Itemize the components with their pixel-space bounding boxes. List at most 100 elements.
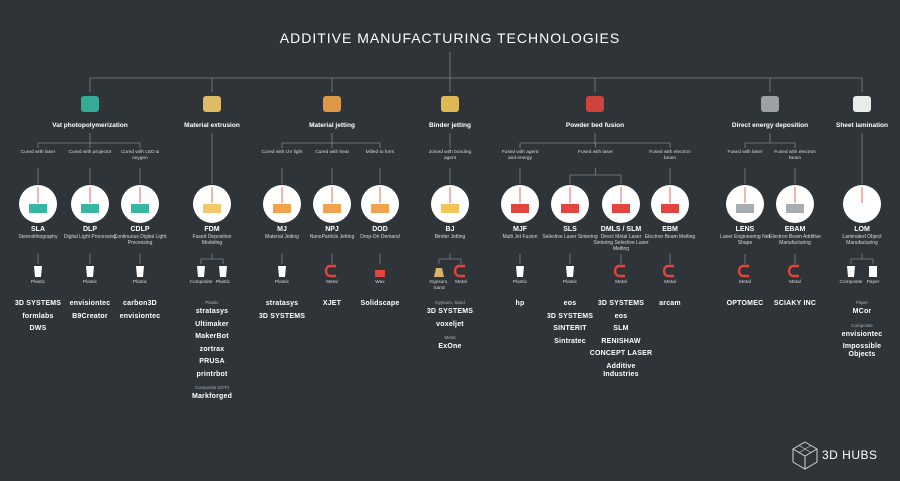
- brand: ExOne: [438, 343, 462, 350]
- process-name: Drop-On Demand: [360, 234, 400, 240]
- material-label: Gypsum, Sand: [429, 280, 449, 291]
- material-label: Wax: [375, 280, 385, 285]
- material-label: Metal: [789, 280, 801, 285]
- material-label: Metal: [615, 280, 627, 285]
- process-name: Digital Light Processing: [63, 234, 117, 240]
- method-note: Fused with electron beam: [649, 150, 691, 161]
- method-note: Cured with UV light: [261, 150, 303, 155]
- category-name: Direct energy deposition: [731, 122, 809, 129]
- material-icon: [613, 264, 625, 278]
- brand: 3D SYSTEMS: [597, 300, 645, 307]
- process-abbr: SLA: [31, 226, 45, 233]
- material-icon: [847, 266, 855, 277]
- category-name: Material extrusion: [184, 122, 240, 129]
- brand: eos: [563, 300, 577, 307]
- brand: 3D SYSTEMS: [426, 308, 474, 315]
- brand: PRUSA: [199, 358, 225, 365]
- brand-group-label: Metal: [444, 335, 456, 340]
- brand: formlabs: [22, 312, 54, 320]
- material-label: Plastic: [274, 280, 290, 285]
- brand: stratasys: [195, 308, 229, 315]
- brand: arcam: [659, 300, 681, 307]
- brand: 3D SYSTEMS: [14, 300, 62, 307]
- category-icon: [81, 96, 99, 112]
- category-icon: [203, 96, 221, 112]
- brand: eos: [614, 312, 628, 320]
- category-icon: [323, 96, 341, 112]
- brand: SLM: [613, 325, 629, 332]
- method-note: Fused with laser: [727, 150, 763, 155]
- brand: DWS: [29, 325, 47, 332]
- brand: envisiontec: [69, 300, 111, 307]
- material-icon: [375, 270, 385, 277]
- process-name: Direct Metal Laser Sintering Selective L…: [593, 234, 649, 252]
- process-name: Binder Jetting: [434, 234, 466, 240]
- material-icon: [278, 266, 286, 277]
- brand: stratasys: [265, 300, 299, 307]
- process-name: Laser Engineering Net Shape: [720, 234, 770, 246]
- method-note: Cured with projector: [68, 150, 112, 155]
- brand: SINTERIT: [553, 325, 587, 332]
- brand: 3D SYSTEMS: [546, 312, 594, 320]
- method-note: Fused with electron beam: [774, 150, 816, 161]
- material-icon: [34, 266, 42, 277]
- brand: XJET: [322, 300, 342, 307]
- material-label: Metal: [739, 280, 751, 285]
- process-abbr: CDLP: [130, 226, 150, 233]
- brand-group-label: Gypsum, Sand: [435, 300, 465, 305]
- process-abbr: LOM: [854, 226, 870, 233]
- brand: B9Creator: [72, 312, 108, 320]
- process-abbr: BJ: [445, 226, 455, 233]
- process-name: Fused Deposition Modeling: [192, 234, 232, 246]
- material-label: Paper: [866, 280, 880, 285]
- category-name: Powder bed fusion: [565, 122, 625, 129]
- process-name: Stereolithography: [18, 234, 58, 240]
- process-icon-detail: [131, 204, 149, 213]
- method-note: Fused with laser: [578, 150, 613, 155]
- process-abbr: LENS: [735, 226, 755, 233]
- material-label: Plastic: [562, 280, 578, 285]
- material-label: Composite: [839, 280, 863, 285]
- process-abbr: DLP: [83, 226, 97, 233]
- material-icon: [219, 266, 227, 277]
- brand: MCor: [852, 308, 872, 315]
- process-abbr: DOD: [372, 226, 388, 233]
- category-icon: [586, 96, 604, 112]
- process-icon-detail: [786, 204, 804, 213]
- brand: Additive Industries: [603, 362, 639, 378]
- material-label: Plastic: [82, 280, 98, 285]
- category-icon: [761, 96, 779, 112]
- process-icon-detail: [441, 204, 459, 213]
- brand-group-label: Composite: [851, 322, 873, 328]
- material-label: Metal: [326, 280, 338, 285]
- material-label: Plastic: [132, 280, 148, 285]
- brand: SCIAKY INC: [773, 300, 817, 307]
- material-icon: [453, 264, 465, 278]
- brand: Sintratec: [554, 337, 586, 345]
- brand: envisiontec: [841, 330, 883, 338]
- brand: MakerBot: [195, 333, 229, 340]
- title: ADDITIVE MANUFACTURING TECHNOLOGIES: [279, 30, 621, 46]
- brand: RENISHAW: [601, 337, 641, 345]
- process-name: NanoParticle Jetting: [309, 234, 355, 240]
- process-name: Continuous Digital Light Processing: [113, 234, 167, 246]
- method-note: Cured with heat: [315, 150, 349, 155]
- brand: zortrax: [199, 345, 225, 353]
- process-abbr: MJF: [513, 226, 527, 233]
- method-note: Joined with bonding agent: [428, 150, 472, 161]
- material-icon: [136, 266, 144, 277]
- process-abbr: MJ: [277, 226, 287, 233]
- process-abbr: SLS: [563, 226, 577, 233]
- process-name: Laminated Object Manufacturing: [842, 234, 882, 246]
- process-name: Multi Jet Fusion: [502, 234, 538, 240]
- brand: 3D SYSTEMS: [258, 312, 306, 320]
- brand: Solidscape: [360, 300, 400, 307]
- process-icon-detail: [561, 204, 579, 213]
- process-abbr: EBM: [662, 226, 678, 233]
- logo-text: 3D HUBS: [822, 448, 878, 462]
- material-icon: [197, 266, 205, 277]
- category-name: Material jetting: [309, 122, 355, 129]
- category-name: Binder jetting: [429, 122, 471, 129]
